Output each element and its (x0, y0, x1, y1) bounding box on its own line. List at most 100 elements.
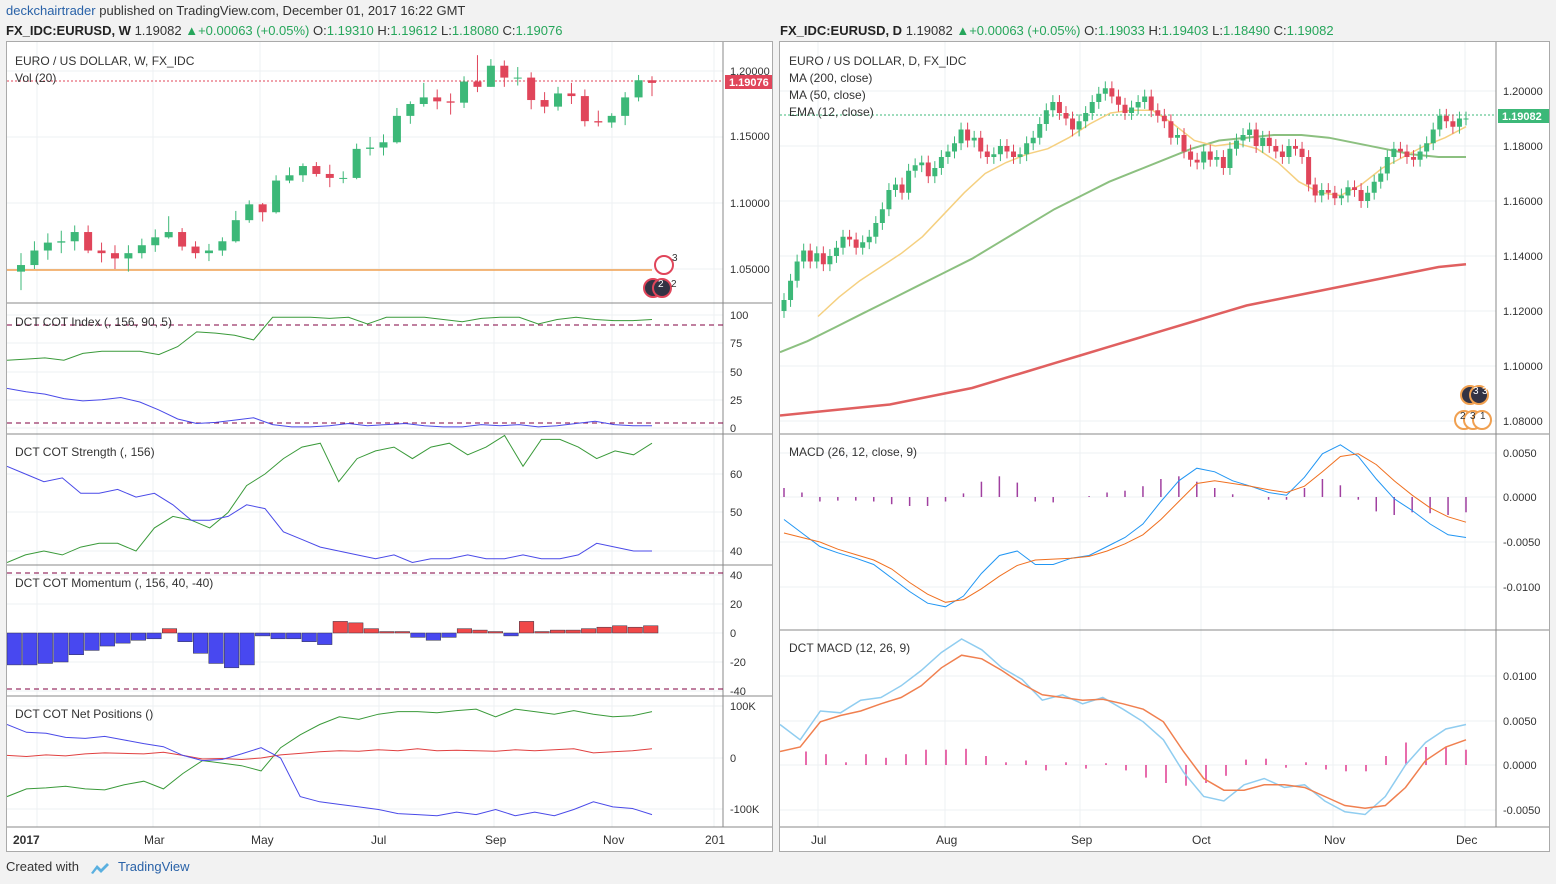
candle-body (1168, 121, 1174, 138)
candle-body (1417, 151, 1423, 160)
author-link[interactable]: deckchairtrader (6, 3, 96, 18)
macd-axis-label: -0.0050 (1503, 537, 1540, 549)
candle-body (925, 162, 931, 177)
time-axis-label: Oct (1192, 833, 1211, 847)
candle-body (866, 236, 872, 243)
right-chart-svg[interactable]: EURO / US DOLLAR, D, FX_IDC MA (200, clo… (779, 42, 1549, 851)
momentum-bar (130, 632, 146, 641)
candle-body (607, 115, 616, 123)
left-chart-svg[interactable]: EURO / US DOLLAR, W, FX_IDC Vol (20) DCT… (6, 42, 772, 851)
tradingview-link[interactable]: TradingView (118, 859, 190, 874)
candle-body (1352, 187, 1358, 190)
candle-body (446, 101, 455, 103)
macd-axis-label: 0.0050 (1503, 448, 1537, 460)
momentum-bar (53, 632, 69, 663)
flag-icon[interactable] (1469, 385, 1489, 405)
candle-body (1443, 115, 1449, 122)
dct-macd-signal-line (779, 654, 1467, 809)
candle-body (594, 121, 603, 123)
candle-body (527, 77, 536, 101)
c-label: C: (1273, 23, 1287, 38)
candle-body (1030, 137, 1036, 144)
o-label: O: (313, 23, 327, 38)
left-price: 1.19082 (134, 23, 182, 38)
ma50-line (779, 134, 1466, 354)
candle-body (204, 250, 213, 254)
momentum-bar (68, 632, 84, 655)
ma50-label: MA (50, close) (789, 88, 866, 102)
candle-body (1129, 107, 1135, 113)
candle-body (1312, 184, 1318, 196)
event-count: 3 (1482, 386, 1488, 397)
candle-body (352, 148, 361, 178)
net-position-line-green (6, 708, 653, 798)
candle-body (258, 204, 267, 213)
candle-body (70, 232, 79, 242)
candle-body (513, 77, 522, 79)
left-close: 1.19076 (515, 23, 563, 38)
candle-body (1220, 157, 1226, 168)
momentum-bar (99, 632, 115, 647)
momentum-bar (612, 625, 628, 634)
cot-net-axis-label: -100K (730, 804, 760, 816)
candle-body (1043, 110, 1049, 124)
momentum-bar (224, 632, 240, 669)
event-count: 3 (1473, 386, 1479, 397)
momentum-bar (146, 632, 162, 640)
candle-body (892, 184, 898, 190)
candle-body (110, 253, 119, 259)
momentum-bar (581, 628, 597, 634)
left-chart-panel[interactable]: EURO / US DOLLAR, W, FX_IDC Vol (20) DCT… (6, 41, 773, 852)
momentum-bar (643, 625, 659, 634)
candle-body (788, 280, 794, 300)
event-count: 3 (672, 253, 678, 264)
candle-body (1050, 102, 1056, 111)
candle-body (1378, 173, 1384, 182)
momentum-bar (332, 621, 348, 634)
candle-body (540, 100, 549, 107)
momentum-bar (394, 631, 410, 634)
candle-body (231, 220, 240, 242)
up-arrow-icon: ▲ (956, 23, 970, 38)
candle-body (460, 81, 469, 103)
net-position-line-blue (6, 724, 653, 817)
cot-strength-axis-label: 50 (730, 507, 742, 519)
candle-body (473, 81, 482, 87)
event-count: 3 (1470, 411, 1476, 422)
price-axis-label: 1.08000 (1503, 416, 1543, 428)
candle-body (137, 245, 146, 254)
price-axis-label: 1.05000 (730, 264, 770, 276)
event-count: 2 (671, 279, 677, 290)
candle-body (1148, 96, 1154, 111)
flag-icon[interactable] (1472, 410, 1492, 430)
event-count: 1 (1480, 411, 1486, 422)
flag-icon[interactable] (652, 278, 672, 298)
candle-body (621, 97, 630, 116)
right-chart-panel[interactable]: EURO / US DOLLAR, D, FX_IDC MA (200, clo… (779, 41, 1550, 852)
candle-body (1273, 146, 1279, 152)
time-axis-label: Aug (936, 833, 957, 847)
economic-event-badges[interactable]: 3 2 2 (643, 253, 678, 298)
flag-icon[interactable] (654, 255, 674, 275)
price-axis-label: 1.15000 (730, 131, 770, 143)
candle-body (1024, 143, 1030, 155)
candle-body (781, 300, 787, 311)
publish-header: deckchairtrader published on TradingView… (0, 0, 1556, 22)
candle-body (847, 236, 853, 240)
candle-body (1266, 137, 1272, 146)
candle-body (648, 80, 656, 83)
economic-event-badges[interactable]: 3 3 2 3 1 (1454, 385, 1492, 430)
up-arrow-icon: ▲ (185, 23, 199, 38)
candle-body (1115, 96, 1121, 105)
candle-body (84, 232, 93, 251)
candle-body (1188, 151, 1194, 160)
candle-body (1102, 88, 1108, 94)
momentum-bar (301, 632, 317, 642)
candle-body (827, 256, 833, 265)
momentum-bar (348, 622, 364, 634)
right-symbol-line: FX_IDC:EURUSD, D 1.19082 ▲+0.00063 (+0.0… (780, 22, 1334, 40)
momentum-bar (317, 632, 333, 645)
o-label: O: (1084, 23, 1098, 38)
candle-body (406, 104, 415, 116)
last-price-tag-text: 1.19082 (1502, 111, 1542, 123)
